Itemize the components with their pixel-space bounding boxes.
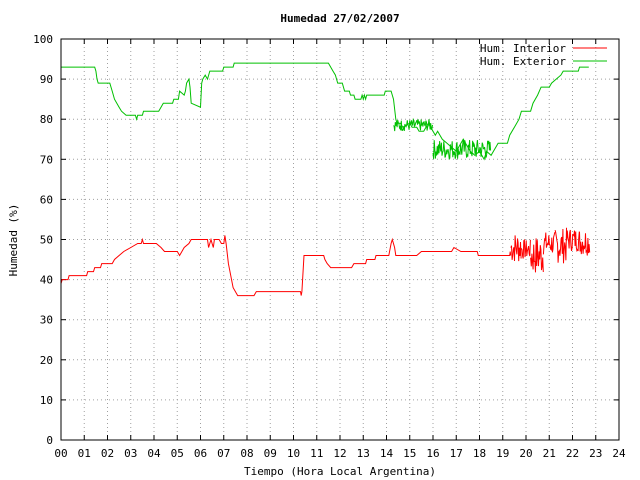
axis-ticks: 00 01 02 03 04 05 06 07 08 09 10 11 12 13 14 15 16 17 18 19… — [33, 33, 626, 460]
x-tick-label: 09 — [264, 447, 277, 460]
x-tick-label: 20 — [519, 447, 532, 460]
series-line-interior — [60, 235, 512, 297]
y-tick-label: 80 — [40, 113, 53, 126]
y-tick-label: 10 — [40, 394, 53, 407]
series-layer — [60, 62, 591, 297]
x-tick-label: 24 — [612, 447, 626, 460]
x-tick-label: 07 — [217, 447, 230, 460]
y-tick-label: 90 — [40, 73, 53, 86]
y-axis-label: Humedad (%) — [7, 204, 20, 277]
x-tick-label: 04 — [147, 447, 161, 460]
y-tick-label: 100 — [33, 33, 53, 46]
chart-title: Humedad 27/02/2007 — [280, 12, 399, 25]
plot-border — [60, 38, 620, 441]
x-tick-label: 08 — [240, 447, 253, 460]
x-tick-label: 00 — [54, 447, 67, 460]
x-tick-label: 17 — [450, 447, 463, 460]
y-tick-label: 30 — [40, 314, 53, 327]
legend-label: Hum. Interior — [480, 42, 566, 55]
x-tick-label: 12 — [333, 447, 346, 460]
x-tick-label: 18 — [473, 447, 486, 460]
y-tick-label: 40 — [40, 274, 53, 287]
x-axis-label: Tiempo (Hora Local Argentina) — [244, 465, 436, 478]
x-tick-label: 05 — [171, 447, 184, 460]
x-tick-label: 15 — [403, 447, 416, 460]
series-line-exterior — [61, 62, 589, 161]
x-tick-label: 22 — [566, 447, 579, 460]
x-tick-label: 03 — [124, 447, 137, 460]
y-tick-label: 50 — [40, 234, 53, 247]
x-tick-label: 19 — [496, 447, 509, 460]
x-tick-label: 23 — [589, 447, 602, 460]
x-tick-label: 21 — [543, 447, 556, 460]
x-tick-label: 11 — [310, 447, 323, 460]
x-tick-label: 13 — [357, 447, 370, 460]
x-tick-label: 06 — [194, 447, 207, 460]
x-tick-label: 14 — [380, 447, 394, 460]
y-tick-label: 70 — [40, 153, 53, 166]
series-noise-exterior — [393, 118, 492, 160]
y-tick-label: 20 — [40, 354, 53, 367]
x-tick-label: 01 — [78, 447, 91, 460]
x-tick-label: 02 — [101, 447, 114, 460]
x-tick-label: 10 — [287, 447, 300, 460]
x-tick-label: 16 — [426, 447, 439, 460]
y-tick-label: 60 — [40, 193, 53, 206]
series-noise-interior — [510, 227, 591, 273]
legend-label: Hum. Exterior — [480, 55, 566, 68]
y-tick-label: 0 — [46, 434, 53, 447]
